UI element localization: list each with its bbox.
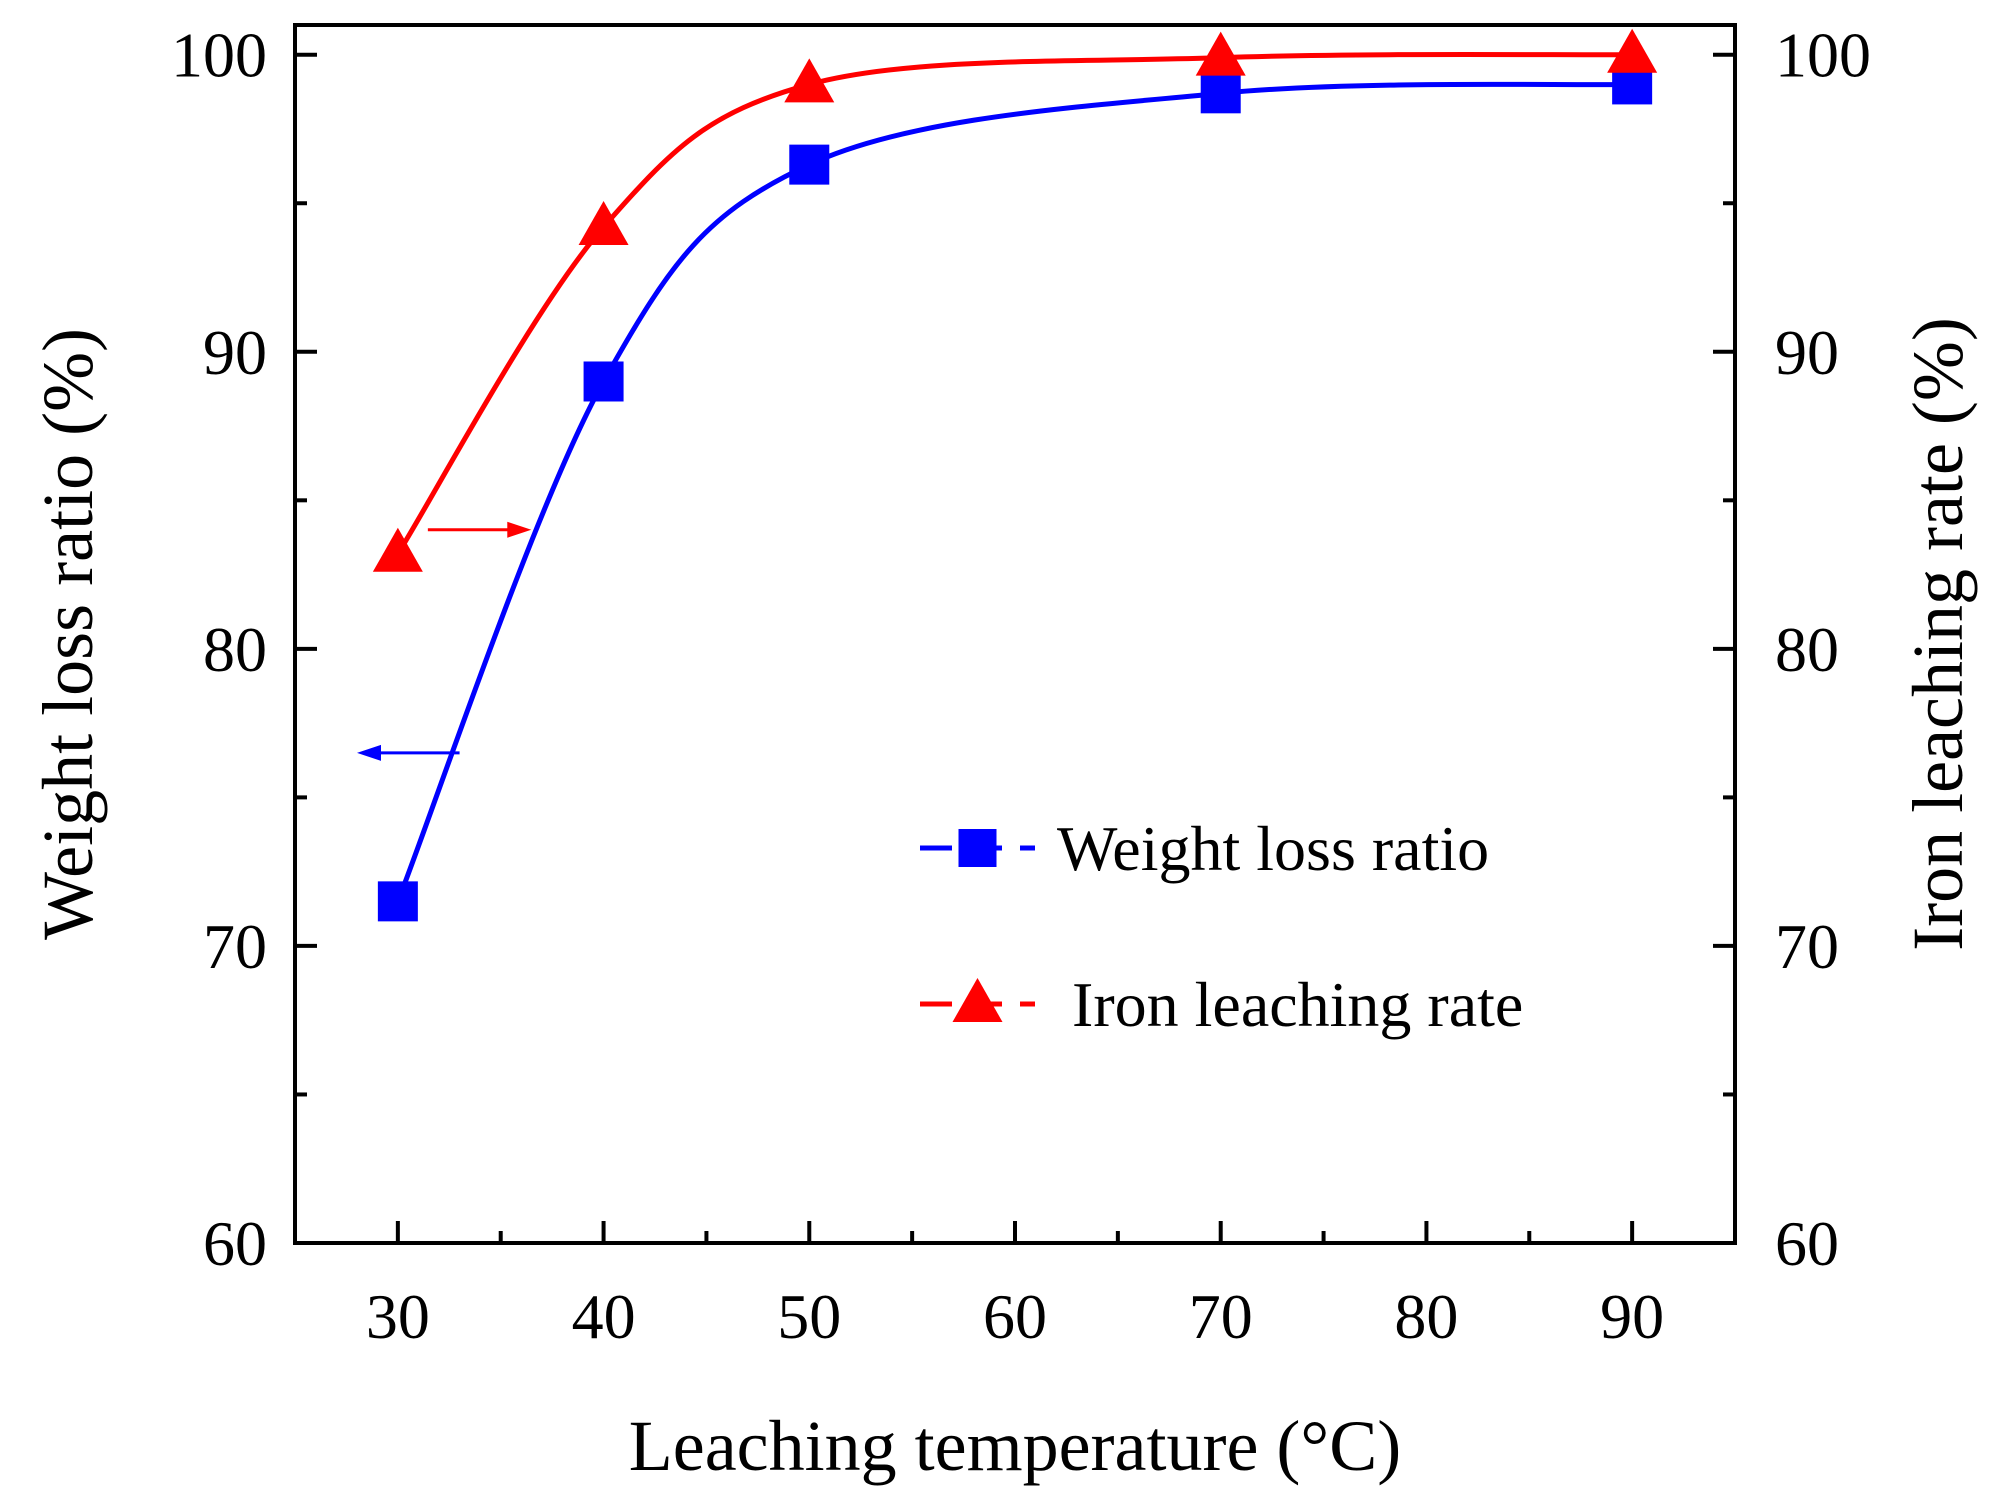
x-tick-label: 90 bbox=[1600, 1281, 1664, 1352]
data-markers bbox=[372, 28, 1658, 922]
y-tick-label-left: 70 bbox=[203, 911, 267, 982]
x-tick-label: 70 bbox=[1189, 1281, 1253, 1352]
y-tick-label-left: 100 bbox=[171, 20, 267, 91]
data-point-square bbox=[583, 361, 624, 402]
fit-curves bbox=[395, 52, 1633, 903]
y-tick-label-right: 100 bbox=[1775, 20, 1871, 91]
legend-label-weight-loss: Weight loss ratio bbox=[1057, 813, 1489, 884]
legend-item-weight-loss: Weight loss ratio bbox=[920, 813, 1489, 884]
y-axis-title-right: Iron leaching rate (%) bbox=[1898, 317, 1978, 951]
left-axis-arrow-head bbox=[357, 744, 381, 761]
axis-ticks bbox=[295, 52, 1735, 1245]
legend-marker-triangle bbox=[952, 978, 1003, 1022]
x-axis-title: Leaching temperature (°C) bbox=[629, 1406, 1401, 1486]
legend-item-iron-leaching: Iron leaching rate bbox=[920, 969, 1523, 1040]
data-point-triangle bbox=[578, 201, 629, 246]
y-axis-title-left: Weight loss ratio (%) bbox=[28, 328, 108, 940]
data-point-square bbox=[789, 144, 830, 185]
x-tick-label: 40 bbox=[572, 1281, 636, 1352]
data-point-triangle bbox=[1195, 31, 1246, 76]
series-line-weight-loss bbox=[395, 81, 1633, 903]
y-tick-label-right: 80 bbox=[1775, 614, 1839, 685]
y-tick-label-left: 60 bbox=[203, 1208, 267, 1279]
data-point-square bbox=[377, 881, 418, 922]
right-axis-arrow-head bbox=[507, 521, 532, 538]
data-point-square bbox=[1200, 73, 1241, 114]
data-point-triangle bbox=[784, 58, 835, 103]
y-tick-label-right: 90 bbox=[1775, 317, 1839, 388]
x-tick-label: 30 bbox=[366, 1281, 430, 1352]
tick-labels: 30 40 50 60 70 80 90 60 70 80 90 100 60 70 80 90 100 bbox=[171, 20, 1871, 1352]
x-tick-label: 50 bbox=[777, 1281, 841, 1352]
axis-indicator-arrows bbox=[357, 521, 532, 761]
legend-marker-square bbox=[958, 829, 997, 867]
plot-frame bbox=[293, 23, 1737, 1245]
data-point-triangle bbox=[372, 527, 423, 572]
x-tick-label: 80 bbox=[1394, 1281, 1458, 1352]
y-tick-label-left: 80 bbox=[203, 614, 267, 685]
y-tick-label-left: 90 bbox=[203, 317, 267, 388]
legend-label-iron-leaching: Iron leaching rate bbox=[1072, 969, 1523, 1040]
y-tick-label-right: 70 bbox=[1775, 911, 1839, 982]
y-tick-label-right: 60 bbox=[1775, 1208, 1839, 1279]
series-line-iron-leaching bbox=[395, 52, 1633, 556]
data-point-triangle bbox=[1607, 28, 1658, 73]
legend: Weight loss ratio Iron leaching rate bbox=[920, 813, 1523, 1040]
x-tick-label: 60 bbox=[983, 1281, 1047, 1352]
